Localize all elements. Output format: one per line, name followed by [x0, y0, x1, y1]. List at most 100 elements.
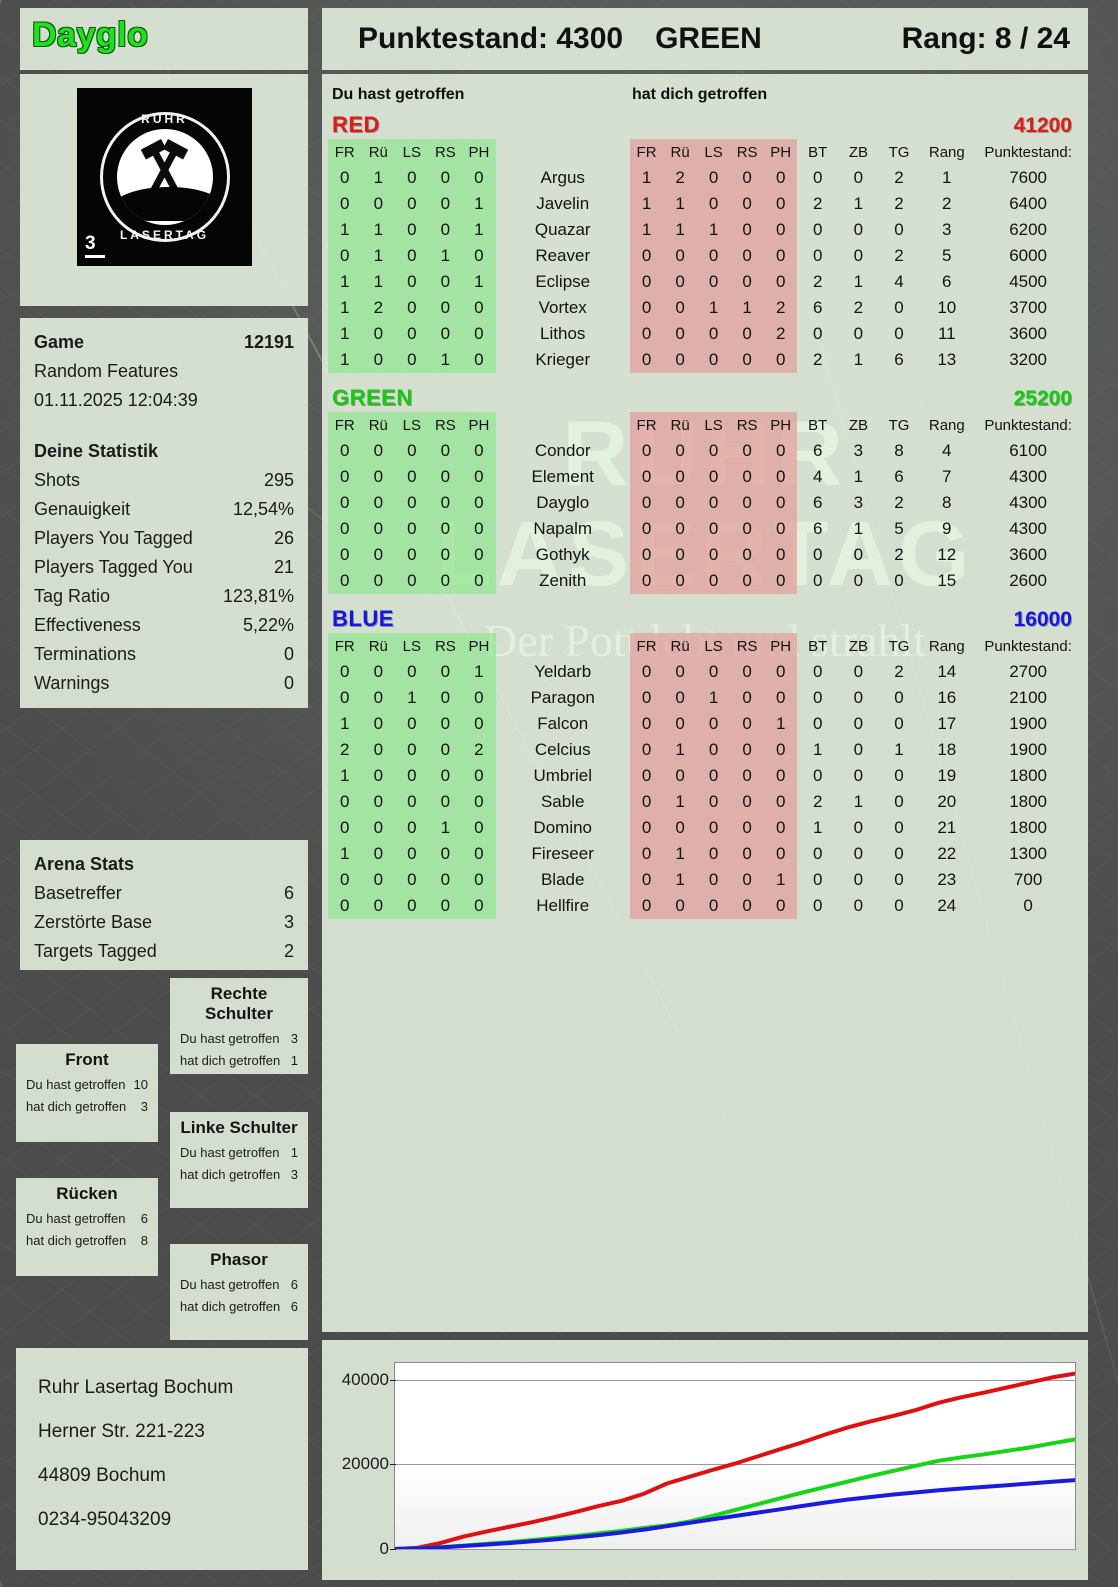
player-name-cell: Quazar — [534, 220, 591, 239]
you-hit-cell: 0 — [328, 659, 362, 685]
hit-you-cell: 0 — [629, 789, 664, 815]
you-hit-cell: 1 — [361, 217, 396, 243]
bodypart-title: Rücken — [56, 1184, 118, 1203]
hit-you-cell: 0 — [763, 763, 798, 789]
col-header-player — [496, 633, 630, 659]
you-hit-cell: 0 — [328, 438, 362, 464]
you-hit-cell: 1 — [395, 685, 429, 711]
logo-badge: 3 — [85, 234, 105, 258]
rang-cell: 21 — [937, 818, 957, 837]
you-hit-cell: 1 — [328, 321, 362, 347]
hit-you-cell: 0 — [629, 295, 664, 321]
chart-y-tick: 40000 — [341, 1369, 397, 1389]
hit-you-cell: 0 — [629, 321, 664, 347]
zb-cell: 0 — [853, 545, 864, 564]
player-name-cell: Domino — [533, 818, 593, 837]
hit-you-cell: 0 — [730, 763, 764, 789]
player-name-cell: Blade — [540, 870, 585, 889]
you-hit-cell: 1 — [462, 269, 496, 295]
player-name: Dayglo — [32, 16, 149, 54]
hit-you-cell: 0 — [663, 321, 697, 347]
hit-you-cell: 0 — [696, 568, 731, 594]
arena-stats-panel: Arena Stats Basetreffer 6 Zerstörte Base 3 T… — [20, 840, 308, 970]
you-hit-cell: 0 — [462, 542, 496, 568]
col-header-opp-fr: FR — [629, 139, 664, 165]
tg-cell: 6 — [894, 350, 904, 369]
you-hit-cell: 0 — [395, 165, 429, 191]
you-hit-cell: 0 — [395, 191, 429, 217]
address-line: Ruhr Lasertag Bochum — [38, 1377, 234, 1398]
chart-y-tick: 0 — [379, 1539, 397, 1558]
rang-cell: 23 — [937, 870, 957, 889]
you-hit-cell: 0 — [428, 516, 463, 542]
you-hit-cell: 0 — [328, 243, 362, 269]
table-row: 0 0 1 0 0 Paragon 0 0 1 0 0 0 0 0 16 2100 — [328, 685, 1082, 711]
hit-you-cell: 1 — [663, 841, 697, 867]
bodypart-title: Linke Schulter — [180, 1118, 298, 1137]
you-hit-cell: 0 — [395, 711, 429, 737]
hit-you-cell: 0 — [696, 893, 731, 919]
you-hit-cell: 1 — [361, 269, 396, 295]
rang-cell: 7 — [942, 467, 952, 486]
stat-row: Warnings 0 — [34, 669, 294, 698]
hit-you-cell: 1 — [629, 191, 664, 217]
player-name-panel: Dayglo — [20, 8, 308, 70]
bt-cell: 0 — [813, 571, 823, 590]
tg-cell: 0 — [894, 688, 904, 707]
tg-cell: 8 — [894, 441, 904, 460]
bodypart-you-hit: Du hast getroffen 1 — [180, 1145, 298, 1160]
you-hit-cell: 0 — [361, 438, 396, 464]
hit-you-cell: 0 — [629, 685, 664, 711]
hit-you-cell: 0 — [730, 438, 764, 464]
stats-title: Deine Statistik — [34, 437, 294, 466]
hit-you-cell: 0 — [629, 867, 664, 893]
hit-you-cell: 0 — [629, 243, 664, 269]
tg-cell: 0 — [894, 220, 904, 239]
bt-cell: 4 — [813, 467, 823, 486]
bt-cell: 0 — [813, 324, 823, 343]
hit-you-cell: 0 — [730, 789, 764, 815]
points-cell: 1800 — [1009, 766, 1048, 785]
team-score-table: FR Rü LS RS PH FR Rü LS RS PH BT ZB TG Rang Punktestan… — [328, 412, 1082, 594]
table-row: 0 0 0 0 0 Blade 0 1 0 0 1 0 0 0 23 700 — [328, 867, 1082, 893]
hit-you-cell: 0 — [696, 438, 731, 464]
hit-you-cell: 0 — [763, 568, 798, 594]
player-name-cell: Zenith — [539, 571, 587, 590]
tg-cell: 0 — [894, 571, 904, 590]
hit-you-cell: 0 — [629, 516, 664, 542]
player-name-cell: Paragon — [530, 688, 595, 707]
zb-cell: 0 — [853, 662, 864, 681]
hit-you-cell: 0 — [730, 165, 764, 191]
zb-cell: 0 — [853, 714, 864, 733]
you-hit-cell: 0 — [428, 893, 463, 919]
logo-top-text: RUHR — [141, 112, 188, 126]
hit-you-cell: 0 — [730, 464, 764, 490]
zb-cell: 0 — [853, 870, 864, 889]
table-row: 2 0 0 0 2 Celcius 0 1 0 0 0 1 0 1 18 1900 — [328, 737, 1082, 763]
arena-row-label: Targets Tagged — [34, 941, 157, 961]
stat-row-label: Genauigkeit — [34, 499, 131, 519]
col-header-fr: FR — [328, 139, 362, 165]
team-score-table: FR Rü LS RS PH FR Rü LS RS PH BT ZB TG Rang Punktestan… — [328, 139, 1082, 373]
chart-gridline — [395, 1379, 1075, 1381]
hit-you-cell: 0 — [730, 269, 764, 295]
you-hit-cell: 0 — [361, 516, 396, 542]
hit-you-cell: 0 — [696, 464, 731, 490]
bodypart-title: Rechte Schulter — [204, 984, 274, 1023]
table-row: 1 1 0 0 1 Eclipse 0 0 0 0 0 2 1 4 6 4500 — [328, 269, 1082, 295]
you-hit-cell: 1 — [462, 217, 496, 243]
bodypart-you-hit-value: 3 — [290, 1031, 298, 1046]
bt-cell: 6 — [813, 298, 823, 317]
you-hit-cell: 2 — [328, 737, 362, 763]
bodypart-box-front: Front Du hast getroffen 10 hat dich getro… — [16, 1044, 158, 1142]
stat-row-value: 0 — [283, 644, 294, 664]
you-hit-cell: 0 — [328, 516, 362, 542]
hit-you-cell: 0 — [730, 711, 764, 737]
points-cell: 2700 — [1009, 662, 1048, 681]
rang-cell: 12 — [937, 545, 957, 564]
player-name-cell: Napalm — [533, 519, 593, 538]
hit-you-cell: 0 — [663, 815, 697, 841]
stat-row-label: Tag Ratio — [34, 586, 111, 606]
player-name-cell: Lithos — [540, 324, 586, 343]
team-name: RED — [332, 112, 380, 137]
